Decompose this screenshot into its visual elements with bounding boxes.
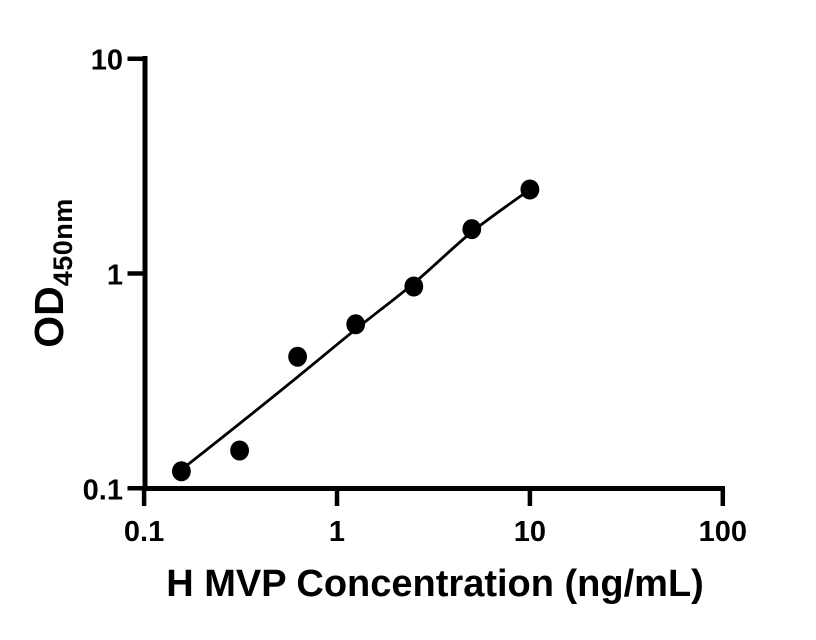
- x-tick-label: 0.1: [124, 516, 164, 548]
- y-tick-label: 10: [91, 45, 123, 77]
- data-point: [520, 179, 540, 200]
- data-point: [230, 440, 250, 461]
- x-tick-label: 10: [514, 516, 546, 548]
- data-point: [346, 314, 366, 335]
- y-tick-label: 0.1: [83, 474, 123, 506]
- y-axis-title-subscript: 450nm: [48, 198, 78, 287]
- y-axis-title: OD450nm: [26, 198, 78, 348]
- y-axis-title-main: OD: [26, 286, 72, 348]
- data-point: [172, 461, 191, 482]
- x-axis-title: H MVP Concentration (ng/mL): [166, 563, 704, 605]
- y-tick-label: 1: [107, 260, 123, 292]
- x-tick-label: 1: [329, 516, 345, 548]
- data-point: [404, 276, 424, 297]
- data-point: [288, 346, 307, 367]
- x-tick-label: 100: [699, 516, 747, 548]
- data-point: [462, 219, 482, 240]
